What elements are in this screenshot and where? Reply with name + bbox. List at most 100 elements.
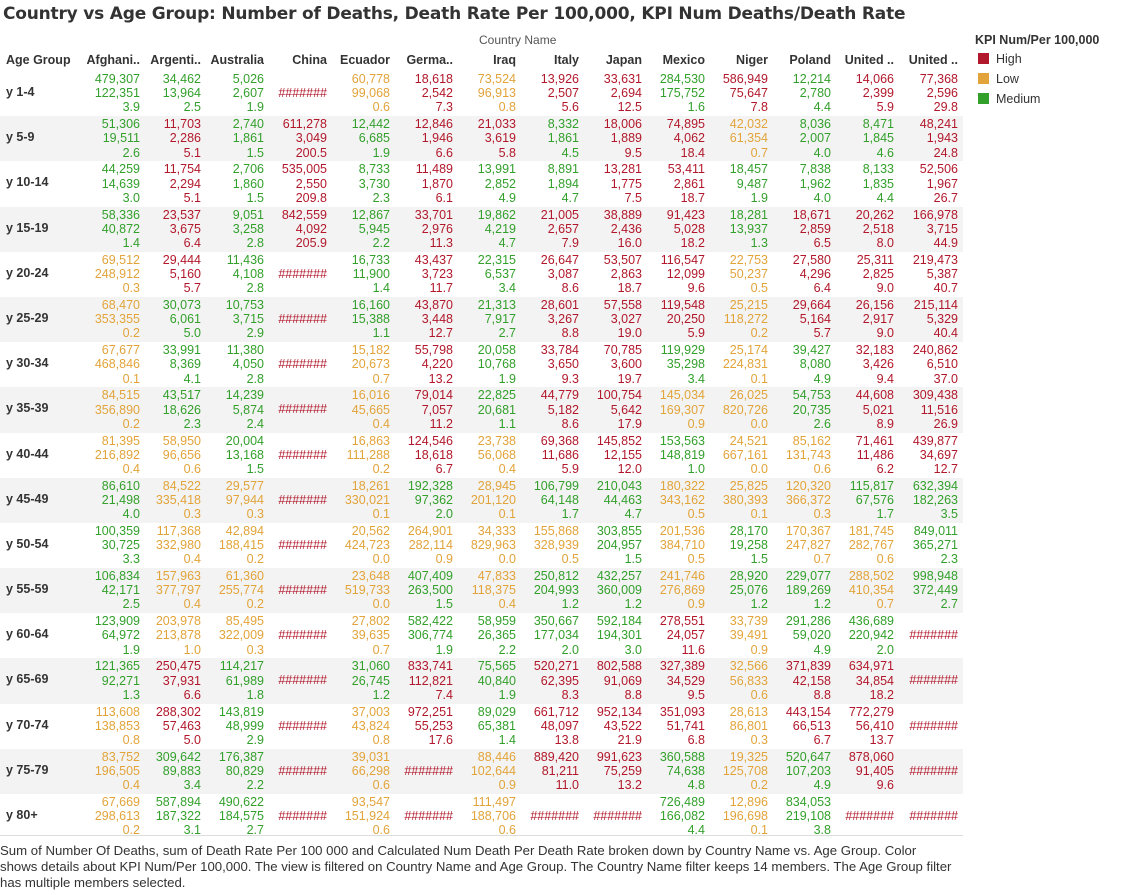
table-cell: 201,536 384,710 0.5 xyxy=(660,524,705,567)
kpi-value: 13.2 xyxy=(428,371,453,386)
kpi-value: 9.0 xyxy=(876,326,894,341)
num-deaths-value: 33,784 xyxy=(540,343,579,358)
death-rate-value: 10,768 xyxy=(477,357,516,372)
table-cell: 116,547 12,099 9.6 xyxy=(661,253,705,296)
num-deaths-value: 86,610 xyxy=(101,478,140,493)
table-cell: 16,016 45,665 0.4 xyxy=(352,388,390,431)
death-rate-value: 34,529 xyxy=(666,673,705,688)
kpi-value: 0.6 xyxy=(813,461,831,476)
num-deaths-value: 842,559 xyxy=(281,207,327,222)
num-deaths-value: 88,446 xyxy=(477,749,516,764)
kpi-value: 0.5 xyxy=(561,552,579,567)
kpi-value: 0.1 xyxy=(372,507,390,522)
table-cell: 28,920 25,076 1.2 xyxy=(730,569,768,612)
table-cell: 33,991 8,369 4.1 xyxy=(163,343,201,386)
death-rate-value: 276,869 xyxy=(659,583,705,598)
legend-item[interactable]: High xyxy=(978,52,1022,66)
table-row: y 75-79 83,752 196,505 0.4 309,642 89,883 3.4 1… xyxy=(0,748,963,794)
death-rate-value: 111,288 xyxy=(346,447,390,462)
table-row: y 5-9 51,306 19,511 2.6 11,703 2,286 5.1 2,740 1… xyxy=(0,116,963,162)
table-cell: ####### xyxy=(278,448,327,462)
death-rate-value: 96,913 xyxy=(477,86,516,101)
table-row: y 45-49 86,610 21,498 4.0 84,522 335,418 0.3 29… xyxy=(0,477,963,523)
death-rate-value: 61,354 xyxy=(729,131,768,146)
table-cell: 58,959 26,365 2.2 xyxy=(478,614,516,657)
column-header: Mexico xyxy=(662,53,705,67)
num-deaths-value: 100,754 xyxy=(596,388,642,403)
age-group-label: y 40-44 xyxy=(6,446,49,461)
death-rate-value: 224,831 xyxy=(722,357,768,372)
kpi-value: 2.8 xyxy=(246,235,264,250)
num-deaths-value: 14,066 xyxy=(855,72,894,86)
table-cell: 8,332 1,861 4.5 xyxy=(548,117,579,160)
num-deaths-value: 27,802 xyxy=(351,614,390,629)
num-deaths-value: 490,622 xyxy=(218,795,264,809)
death-rate-value: 247,827 xyxy=(785,538,831,553)
table-cell: 490,622 184,575 2.7 xyxy=(219,795,264,838)
kpi-value: 6.2 xyxy=(876,461,894,476)
table-cell: 634,971 34,854 18.2 xyxy=(849,659,894,702)
num-deaths-value: 33,701 xyxy=(414,207,453,222)
kpi-value: 3.4 xyxy=(498,281,516,296)
num-deaths-value: ####### xyxy=(909,628,958,643)
column-header: Ecuador xyxy=(339,53,390,67)
death-rate-value: 2,007 xyxy=(799,131,831,146)
kpi-value: 1.0 xyxy=(183,642,201,657)
kpi-value: 9.4 xyxy=(876,371,894,386)
table-cell: 67,677 468,846 0.1 xyxy=(95,343,140,386)
death-rate-value: 3,650 xyxy=(547,357,579,372)
num-deaths-value: ####### xyxy=(278,311,327,326)
num-deaths-value: ####### xyxy=(404,763,453,778)
kpi-value: 18.4 xyxy=(680,145,705,160)
death-rate-value: 182,263 xyxy=(912,492,958,507)
num-deaths-value: 83,752 xyxy=(101,749,140,764)
table-cell: 10,753 3,715 2.9 xyxy=(226,298,264,341)
table-cell: 43,870 3,448 12.7 xyxy=(415,298,453,341)
death-rate-value: 8,080 xyxy=(799,357,831,372)
table-cell: 8,471 1,845 4.6 xyxy=(863,117,894,160)
death-rate-value: 4,220 xyxy=(421,357,453,372)
table-row: y 35-39 84,515 356,890 0.2 43,517 18,626 2.3 14… xyxy=(0,387,963,433)
death-rate-value: 2,976 xyxy=(421,221,453,236)
death-rate-value: 13,937 xyxy=(729,221,768,236)
death-rate-value: 2,859 xyxy=(799,221,831,236)
death-rate-value: 122,351 xyxy=(94,86,140,101)
death-rate-value: 1,943 xyxy=(926,131,958,146)
num-deaths-value: 10,753 xyxy=(225,297,264,312)
table-cell: 9,051 3,258 2.8 xyxy=(233,208,264,251)
kpi-value: 3.4 xyxy=(183,778,201,793)
legend-item[interactable]: Low xyxy=(978,72,1019,86)
table-cell: 25,825 380,393 0.1 xyxy=(723,479,768,522)
kpi-value: 2.7 xyxy=(246,823,264,838)
table-cell: 24,521 667,161 0.0 xyxy=(723,434,768,477)
kpi-value: 37.0 xyxy=(933,371,958,386)
table-cell: 264,901 282,114 0.9 xyxy=(408,524,453,567)
num-deaths-value: 203,978 xyxy=(155,614,201,629)
death-rate-value: 3,258 xyxy=(232,221,264,236)
kpi-value: 1.3 xyxy=(122,687,140,702)
num-deaths-value: 32,183 xyxy=(855,343,894,358)
legend-label: Medium xyxy=(996,92,1041,106)
kpi-value: 1.9 xyxy=(372,145,390,160)
num-deaths-value: 121,365 xyxy=(94,659,140,674)
num-deaths-value: 278,551 xyxy=(659,614,705,629)
table-header: Age Group Afghani.. Argenti.. Australia Chi… xyxy=(0,51,963,71)
kpi-value: 18.7 xyxy=(680,190,705,205)
table-cell: 37,003 43,824 0.8 xyxy=(352,705,390,748)
table-cell: 21,033 3,619 5.8 xyxy=(478,117,516,160)
num-deaths-value: ####### xyxy=(278,86,327,100)
num-deaths-value: 586,949 xyxy=(722,72,768,86)
legend-item[interactable]: Medium xyxy=(978,92,1040,106)
table-row: y 40-44 81,395 216,892 0.4 58,950 96,656 0.6 20… xyxy=(0,433,963,478)
table-cell: 21,005 2,657 7.9 xyxy=(541,208,579,251)
kpi-value: 1.8 xyxy=(246,687,264,702)
death-rate-value: 5,028 xyxy=(673,221,705,236)
death-rate-value: 204,957 xyxy=(596,538,642,553)
table-cell: 106,799 64,148 1.7 xyxy=(534,479,579,522)
kpi-value: 4.4 xyxy=(813,100,831,115)
table-cell: ####### xyxy=(278,312,327,326)
kpi-value: 3.4 xyxy=(687,371,705,386)
num-deaths-value: 29,577 xyxy=(225,478,264,493)
table-cell: 39,031 66,298 0.6 xyxy=(352,750,390,793)
death-rate-value: 213,878 xyxy=(155,628,201,643)
